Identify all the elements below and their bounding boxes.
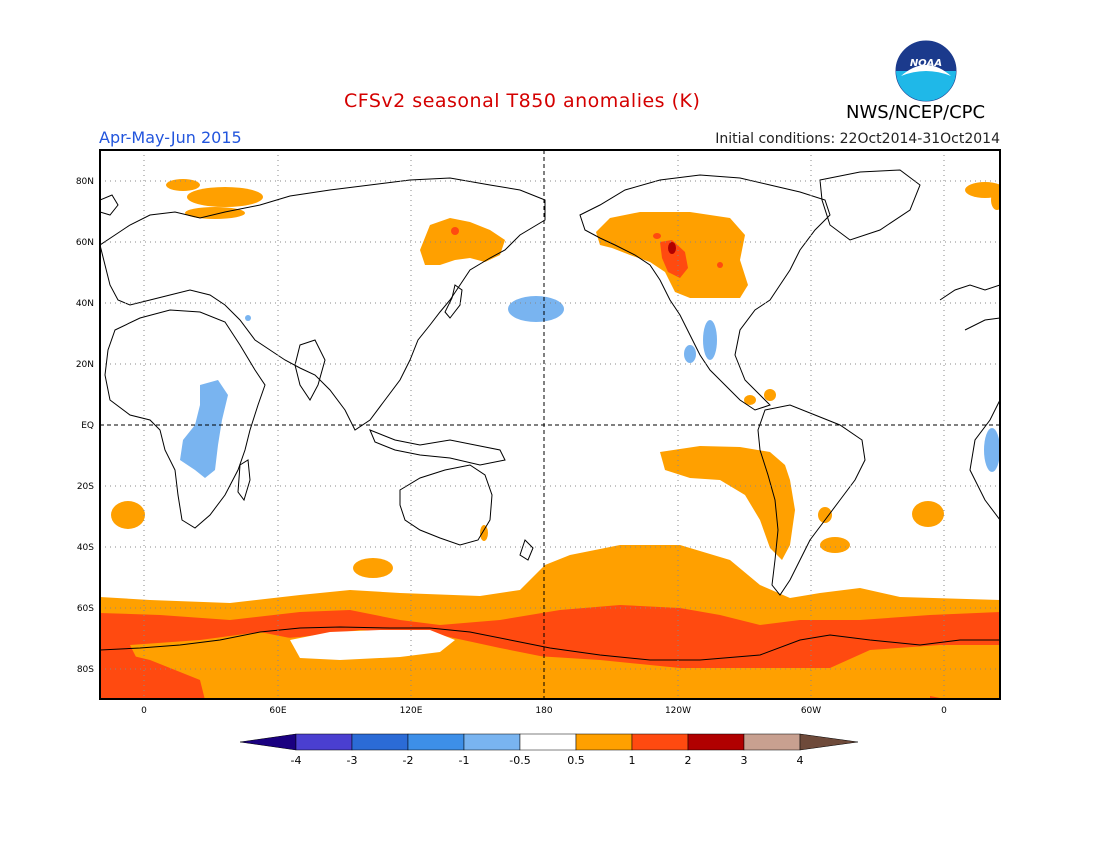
eurasia-coast (100, 177, 546, 431)
lon-label: 0 (141, 706, 147, 716)
colorbar-label: 4 (797, 754, 804, 767)
east-siberia-warm (420, 218, 505, 265)
madagascar-coast (237, 459, 251, 502)
britain-coast (100, 194, 119, 216)
south-atlantic-warm-2 (820, 537, 850, 553)
barents-warm (187, 187, 263, 207)
noaa-logo: NOAA (895, 40, 957, 102)
africa-west-right (969, 399, 1000, 521)
lon-label: 60E (269, 706, 286, 716)
lon-label: 60W (801, 706, 821, 716)
lon-label: 180 (535, 706, 552, 716)
lat-label: 80S (77, 665, 94, 675)
colorbar-label: -1 (459, 754, 470, 767)
europe-cool (245, 315, 251, 321)
na-red-small-2 (717, 262, 723, 268)
western-us-cool (703, 320, 717, 360)
greenland-warm-edge (991, 190, 1000, 210)
india-coast (294, 339, 326, 401)
europe-coast-right (939, 284, 1000, 301)
colorbar-label: 3 (741, 754, 748, 767)
lat-label: EQ (81, 421, 94, 431)
colorbar-segment (575, 733, 633, 751)
lat-label: 20N (76, 360, 94, 370)
new-zealand-coast (519, 539, 534, 561)
south-atlantic-warm-3 (818, 507, 832, 523)
colorbar-label: -2 (403, 754, 414, 767)
map-frame (99, 149, 1001, 700)
colorbar-segment (631, 733, 689, 751)
equator-dateline (100, 150, 1000, 699)
antarctic-neutral-patch (290, 630, 455, 660)
na-red-small (653, 233, 661, 239)
colorbar-segment (351, 733, 409, 751)
initial-conditions: Initial conditions: 22Oct2014-31Oct2014 (715, 131, 1000, 147)
anomaly-field (100, 179, 1000, 699)
forecast-period: Apr-May-Jun 2015 (99, 128, 242, 147)
greenland-coast (819, 169, 921, 241)
lat-label: 60N (76, 238, 94, 248)
east-africa-cool (180, 380, 228, 478)
colorbar-segment (743, 733, 801, 751)
colorbar: -4 -3 -2 -1 -0.5 0.5 1 2 3 4 (239, 733, 859, 767)
graticule (100, 150, 1000, 699)
north-america-coast (579, 174, 831, 411)
mexico-cool (684, 345, 696, 363)
africa-coast-right (964, 317, 1000, 331)
south-america-coast (757, 404, 866, 596)
longitude-labels: 0 60E 120E 180 120W 60W 0 (141, 706, 947, 716)
latitude-labels: 80N 60N 40N 20N EQ 20S 40S 60S 80S (76, 177, 94, 675)
brazil-cool (984, 428, 1000, 472)
sw-corner-warm (100, 648, 205, 699)
south-atlantic-warm (912, 501, 944, 527)
colorbar-segment (463, 733, 521, 751)
arctic-warm-3 (166, 179, 200, 191)
lon-label: 120E (400, 706, 423, 716)
colorbar-label: 2 (685, 754, 692, 767)
indonesia-coast (369, 429, 506, 466)
central-america-warm-2 (744, 395, 756, 405)
colorbar-cap-right (799, 733, 859, 751)
colorbar-label: -4 (291, 754, 302, 767)
coastlines (100, 169, 1000, 661)
tasman-warm (353, 558, 393, 578)
siberia-red-spot (451, 227, 459, 235)
antarctic-strong-warm-band (100, 605, 1000, 699)
australia-coast (399, 464, 493, 546)
antarctica-coast (100, 626, 1000, 661)
colorbar-segment (407, 733, 465, 751)
central-america-warm (764, 389, 776, 401)
north-america-strong-warm (660, 240, 688, 278)
africa-coast (104, 309, 266, 529)
chart-title: CFSv2 seasonal T850 anomalies (K) (344, 90, 701, 112)
lat-label: 40N (76, 299, 94, 309)
na-darkred-spot (668, 242, 676, 254)
north-pacific-cool (508, 296, 564, 322)
lon-label: 120W (665, 706, 691, 716)
colorbar-label: 1 (629, 754, 636, 767)
lat-label: 60S (77, 604, 94, 614)
nz-warm (480, 525, 488, 541)
colorbar-segment (519, 733, 577, 751)
colorbar-label: -0.5 (509, 754, 530, 767)
agency-label: NWS/NCEP/CPC (846, 102, 986, 123)
colorbar-segment (687, 733, 745, 751)
lat-label: 40S (77, 543, 94, 553)
arctic-warm-right (965, 182, 1000, 198)
lon-label: 0 (941, 706, 947, 716)
lat-label: 80N (76, 177, 94, 187)
japan-coast (444, 284, 463, 319)
colorbar-cap-left (239, 733, 297, 751)
south-pacific-warm (660, 446, 795, 560)
colorbar-label: -3 (347, 754, 358, 767)
south-indian-warm (111, 501, 145, 529)
arctic-warm-2 (185, 207, 245, 219)
colorbar-segment (295, 733, 353, 751)
colorbar-label: 0.5 (567, 754, 585, 767)
lat-label: 20S (77, 482, 94, 492)
svg-text:NOAA: NOAA (910, 58, 942, 69)
